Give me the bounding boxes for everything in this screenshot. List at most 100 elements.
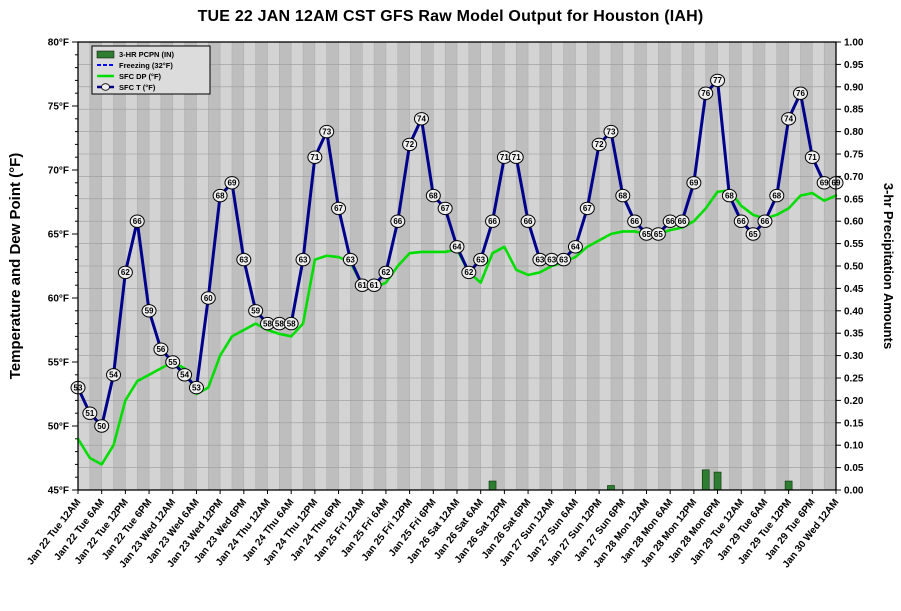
svg-text:61: 61 bbox=[370, 281, 379, 290]
svg-text:59: 59 bbox=[251, 307, 260, 316]
svg-text:60°F: 60°F bbox=[48, 294, 69, 305]
svg-text:SFC T (°F): SFC T (°F) bbox=[119, 83, 156, 92]
svg-text:76: 76 bbox=[796, 89, 805, 98]
svg-text:0.35: 0.35 bbox=[844, 329, 864, 340]
svg-text:72: 72 bbox=[405, 140, 414, 149]
svg-text:74: 74 bbox=[784, 115, 793, 124]
svg-text:68: 68 bbox=[216, 191, 225, 200]
svg-text:71: 71 bbox=[808, 153, 817, 162]
svg-text:75°F: 75°F bbox=[48, 102, 69, 113]
svg-text:56: 56 bbox=[156, 345, 165, 354]
svg-text:Freezing (32°F): Freezing (32°F) bbox=[119, 61, 173, 70]
svg-text:0.70: 0.70 bbox=[844, 172, 864, 183]
svg-text:58: 58 bbox=[263, 319, 272, 328]
svg-text:66: 66 bbox=[133, 217, 142, 226]
svg-text:71: 71 bbox=[500, 153, 509, 162]
svg-text:69: 69 bbox=[820, 179, 829, 188]
svg-text:63: 63 bbox=[559, 255, 568, 264]
svg-text:74: 74 bbox=[417, 115, 426, 124]
svg-text:50°F: 50°F bbox=[48, 422, 69, 433]
svg-text:69: 69 bbox=[228, 179, 237, 188]
svg-text:0.25: 0.25 bbox=[844, 374, 864, 385]
svg-text:68: 68 bbox=[618, 191, 627, 200]
svg-text:51: 51 bbox=[85, 409, 94, 418]
svg-text:0.30: 0.30 bbox=[844, 351, 864, 362]
svg-text:68: 68 bbox=[429, 191, 438, 200]
svg-text:61: 61 bbox=[358, 281, 367, 290]
svg-text:0.50: 0.50 bbox=[844, 262, 864, 273]
svg-text:0.95: 0.95 bbox=[844, 60, 864, 71]
svg-text:66: 66 bbox=[678, 217, 687, 226]
svg-text:63: 63 bbox=[239, 255, 248, 264]
svg-text:0.80: 0.80 bbox=[844, 127, 864, 138]
svg-text:3-HR PCPN (IN): 3-HR PCPN (IN) bbox=[119, 50, 175, 59]
svg-text:72: 72 bbox=[595, 140, 604, 149]
svg-text:64: 64 bbox=[453, 243, 462, 252]
svg-text:76: 76 bbox=[701, 89, 710, 98]
svg-text:50: 50 bbox=[97, 422, 106, 431]
svg-text:0.10: 0.10 bbox=[844, 441, 864, 452]
svg-text:68: 68 bbox=[772, 191, 781, 200]
svg-text:1.00: 1.00 bbox=[844, 38, 864, 49]
svg-text:63: 63 bbox=[547, 255, 556, 264]
svg-text:54: 54 bbox=[109, 371, 118, 380]
svg-text:70°F: 70°F bbox=[48, 166, 69, 177]
svg-text:65°F: 65°F bbox=[48, 230, 69, 241]
svg-text:0.75: 0.75 bbox=[844, 150, 864, 161]
svg-text:64: 64 bbox=[571, 243, 580, 252]
svg-text:65: 65 bbox=[654, 230, 663, 239]
svg-text:0.20: 0.20 bbox=[844, 396, 864, 407]
svg-text:0.05: 0.05 bbox=[844, 463, 864, 474]
svg-text:67: 67 bbox=[334, 204, 343, 213]
svg-text:63: 63 bbox=[476, 255, 485, 264]
svg-text:58: 58 bbox=[287, 319, 296, 328]
svg-text:53: 53 bbox=[192, 383, 201, 392]
svg-text:SFC DP (°F): SFC DP (°F) bbox=[119, 72, 162, 81]
svg-text:71: 71 bbox=[512, 153, 521, 162]
svg-text:0.90: 0.90 bbox=[844, 82, 864, 93]
svg-text:63: 63 bbox=[346, 255, 355, 264]
svg-text:45°F: 45°F bbox=[48, 486, 69, 497]
svg-text:69: 69 bbox=[689, 179, 698, 188]
svg-text:66: 66 bbox=[737, 217, 746, 226]
svg-text:0.45: 0.45 bbox=[844, 284, 864, 295]
svg-text:66: 66 bbox=[393, 217, 402, 226]
svg-text:62: 62 bbox=[464, 268, 473, 277]
svg-text:68: 68 bbox=[725, 191, 734, 200]
svg-text:80°F: 80°F bbox=[48, 38, 69, 49]
chart-title: TUE 22 JAN 12AM CST GFS Raw Model Output… bbox=[197, 8, 704, 25]
svg-text:73: 73 bbox=[607, 127, 616, 136]
svg-text:66: 66 bbox=[666, 217, 675, 226]
svg-text:3-hr Precipitation Amounts: 3-hr Precipitation Amounts bbox=[881, 183, 896, 349]
svg-text:73: 73 bbox=[322, 127, 331, 136]
svg-text:66: 66 bbox=[630, 217, 639, 226]
svg-text:65: 65 bbox=[642, 230, 651, 239]
svg-text:0.15: 0.15 bbox=[844, 418, 864, 429]
svg-text:0.65: 0.65 bbox=[844, 194, 864, 205]
svg-text:59: 59 bbox=[145, 307, 154, 316]
svg-text:58: 58 bbox=[275, 319, 284, 328]
svg-text:0.40: 0.40 bbox=[844, 306, 864, 317]
svg-text:62: 62 bbox=[381, 268, 390, 277]
svg-text:65: 65 bbox=[749, 230, 758, 239]
svg-text:0.85: 0.85 bbox=[844, 105, 864, 116]
svg-text:60: 60 bbox=[204, 294, 213, 303]
svg-text:55°F: 55°F bbox=[48, 358, 69, 369]
svg-text:66: 66 bbox=[488, 217, 497, 226]
svg-text:67: 67 bbox=[441, 204, 450, 213]
svg-text:0.00: 0.00 bbox=[844, 486, 864, 497]
svg-text:66: 66 bbox=[760, 217, 769, 226]
svg-text:63: 63 bbox=[299, 255, 308, 264]
svg-text:0.60: 0.60 bbox=[844, 217, 864, 228]
svg-text:Temperature and Dew Point (°F): Temperature and Dew Point (°F) bbox=[7, 153, 24, 380]
svg-text:71: 71 bbox=[310, 153, 319, 162]
svg-text:0.55: 0.55 bbox=[844, 239, 864, 250]
svg-text:55: 55 bbox=[168, 358, 177, 367]
svg-text:54: 54 bbox=[180, 371, 189, 380]
svg-text:62: 62 bbox=[121, 268, 130, 277]
svg-text:63: 63 bbox=[535, 255, 544, 264]
svg-text:66: 66 bbox=[524, 217, 533, 226]
svg-text:77: 77 bbox=[713, 76, 722, 85]
